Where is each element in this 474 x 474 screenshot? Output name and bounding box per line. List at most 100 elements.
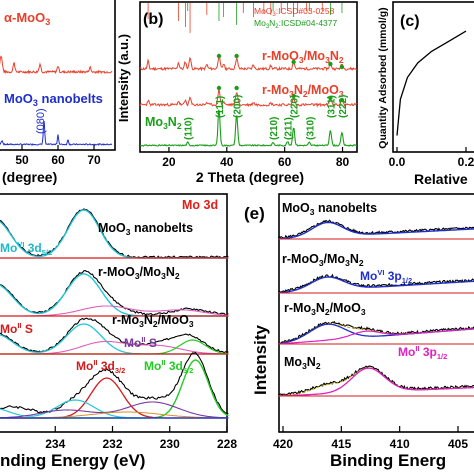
panel-b-xtick-label: 20: [162, 155, 176, 169]
panel-d: Mo 3d MoO3 nanobelts r-MoO3/Mo3N2 r-Mo3N…: [0, 193, 237, 470]
fit-movi: [0, 399, 229, 419]
panel-b-label-mo3n2: Mo3N2: [145, 115, 182, 131]
panel-e-xtick-label: 410: [390, 437, 410, 451]
panel-d-annot-movi-3d52: MoVI 3d5/2: [0, 240, 52, 257]
panel-d-xticks: 234 232 230 228: [45, 426, 237, 451]
panel-c-ylabel: Quantity Adsorbed (mmol/g): [377, 7, 389, 148]
panel-a-xtick-label: 70: [87, 153, 101, 167]
panel-e-annot-moii-3p12: MoII 3p1/2: [398, 344, 447, 361]
panel-d-annot-moii-3d52: MoII 3d5/2: [144, 358, 193, 375]
panel-b-hkl-labels: (110) (111) (200) (210) (211)(220) (310) (311)…: [184, 95, 349, 140]
fit-movi-3p12: [278, 323, 474, 345]
hkl-label: (210): [269, 117, 280, 140]
panel-d-title: Mo 3d: [182, 198, 218, 212]
panel-a-xtick-label: 60: [51, 153, 65, 167]
peak-marker: [234, 53, 239, 59]
peak-marker: [234, 85, 239, 91]
panel-b-label-r-mo3n2-moo3: r-Mo3N2/MoO3: [262, 83, 344, 99]
fit-moii-3p12: [278, 328, 474, 345]
spectrum-moo3-nanobelts: [277, 219, 474, 240]
fit-moii-s: [0, 401, 229, 419]
panel-e-annot-movi-3p12: MoVI 3p1/2: [360, 268, 412, 285]
fit-envelope: [278, 367, 474, 397]
panel-a-frame: [0, 0, 116, 151]
panel-d-xtick-label: 234: [45, 437, 65, 451]
peak-marker: [216, 85, 222, 91]
spectrum-r-mo3n2-moo3: [0, 317, 229, 354]
spectrum-mo3n2: [277, 365, 474, 397]
panel-b-tag: (b): [143, 11, 163, 28]
panel-b-series-r-moo3-mo3n2: [139, 56, 358, 72]
panel-a-series-moo3-nanobelts: [0, 121, 113, 147]
panel-d-annot-moii-s-left: MoII S: [0, 321, 33, 336]
panel-e-xtick-label: 415: [331, 437, 351, 451]
panel-c-xlabel: Relative: [414, 171, 468, 187]
panel-a-legend-alpha-moo3: α-MoO3: [4, 10, 50, 27]
panel-b-xtick-label: 40: [220, 155, 234, 169]
peak-marker: [328, 95, 333, 101]
panel-e-xticks: 420 415 410 405: [273, 426, 468, 451]
hkl-label: (311): [326, 95, 337, 118]
panel-b-xtick-label: 60: [278, 155, 292, 169]
peak-marker: [216, 53, 222, 59]
panel-e-label-r-moo3-mo3n2: r-MoO3/Mo3N2: [282, 252, 364, 268]
hkl-label: (110): [184, 117, 195, 140]
panel-b-series-mo3n2: [139, 109, 358, 147]
panel-a-xtick-label: 50: [15, 153, 29, 167]
panel-d-xtick-label: 228: [217, 437, 237, 451]
peak-marker: [291, 93, 296, 99]
panel-e-label-r-mo3n2-moo3: r-Mo3N2/MoO3: [284, 301, 366, 317]
peak-marker: [328, 61, 333, 67]
hkl-label: (220): [290, 95, 301, 118]
peak-marker: [339, 97, 345, 103]
panel-e-xlabel: Binding Energ: [330, 451, 446, 470]
fit-mov: [0, 411, 229, 419]
panel-b-xlabel: 2 Theta (degree): [196, 169, 304, 185]
hkl-label: (310): [305, 117, 316, 140]
panel-b-reference-sticks: [147, 3, 343, 33]
panel-c-tag: (c): [400, 13, 420, 30]
panel-d-annot-moii-s-right: MoII S: [124, 335, 157, 350]
fit-movi-3p12: [278, 221, 474, 240]
panel-b-xtick-label: 80: [336, 155, 350, 169]
hkl-label: (111): [215, 96, 226, 118]
panel-e-tag: (e): [244, 204, 265, 223]
fit-movi: [0, 273, 229, 317]
panel-d-xtick-label: 232: [102, 437, 122, 451]
spectrum-moo3-nanobelts: [0, 208, 229, 259]
spectrum-mo3n2: [0, 351, 229, 415]
panel-d-annot-moii-3d32: MoII 3d3/2: [76, 358, 125, 375]
panel-e-ylabel: Intensity: [251, 325, 270, 395]
panel-d-label-moo3-nanobelts: MoO3 nanobelts: [98, 221, 193, 237]
panel-a: α-MoO3 MoO3 nanobelts (080) 50 60 70 (de…: [0, 0, 116, 185]
peak-marker: [291, 59, 296, 65]
panel-b: (b) MoO3:ICSD#03-0258 Mo3N2:ICSD#04-4377…: [116, 1, 358, 185]
panel-b-peak-markers: [216, 53, 345, 103]
panel-d-spectra: [0, 208, 229, 419]
panel-a-xlabel: (degree): [2, 169, 57, 185]
hkl-label: (200): [233, 95, 244, 118]
panel-b-frame: [139, 1, 358, 153]
panel-b-ref-mo3n2: Mo3N2:ICSD#04-4377: [254, 18, 338, 30]
panel-c-isotherm: [396, 30, 467, 136]
panel-c-xtick-label: 0.0: [389, 155, 406, 169]
panel-a-peak-label-080: (080): [35, 108, 47, 134]
panel-e-frame: [278, 193, 474, 433]
panel-a-series-alpha-moo3: [0, 55, 113, 75]
panel-c: (c) 0.0 0.2 Quantity Adsorbed (mmol/g) R…: [377, 1, 474, 187]
panel-d-label-r-mo3n2-moo3: r-Mo3N2/MoO3: [112, 313, 194, 329]
panel-d-xtick-label: 230: [160, 437, 180, 451]
panel-b-label-r-moo3-mo3n2: r-MoO3/Mo3N2: [262, 49, 344, 65]
panel-e-xtick-label: 405: [448, 437, 468, 451]
panel-e-xtick-label: 420: [273, 437, 293, 451]
hkl-label: (222): [338, 95, 349, 118]
panel-e-label-mo3n2: Mo3N2: [284, 355, 321, 371]
panel-c-xtick-label: 0.2: [458, 155, 474, 169]
panel-d-label-r-moo3-mo3n2: r-MoO3/Mo3N2: [98, 265, 180, 281]
panel-b-ylabel: Intensity (a.u.): [116, 34, 131, 122]
panel-e-label-moo3-nanobelts: MoO3 nanobelts: [282, 201, 377, 217]
peak-marker: [339, 64, 345, 70]
panel-a-legend-moo3-nanobelts: MoO3 nanobelts: [4, 91, 103, 108]
panel-b-ref-moo3: MoO3:ICSD#03-0258: [254, 6, 335, 18]
